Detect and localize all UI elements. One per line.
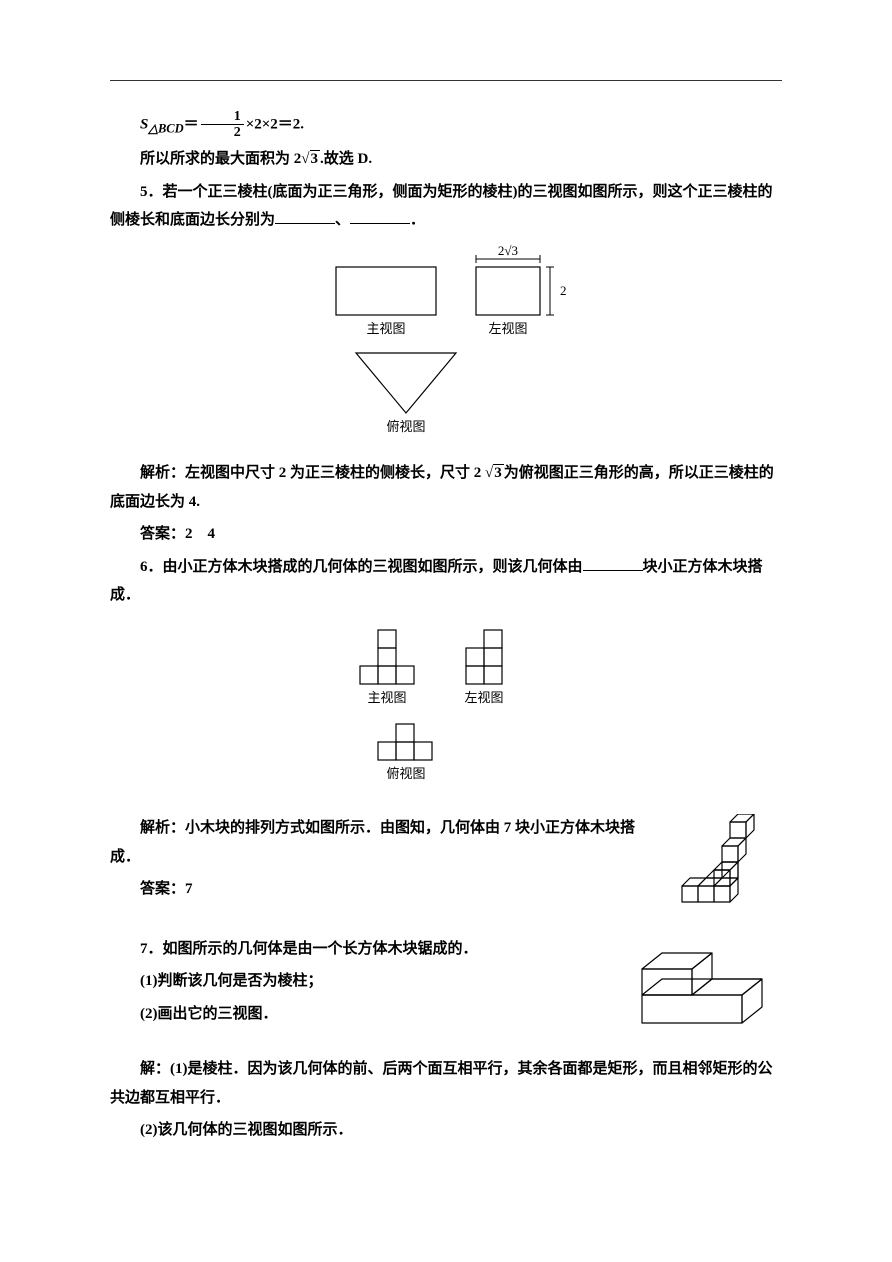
cap-top: 俯视图 [386,419,425,434]
eq1: ＝ [184,116,199,132]
q6-figure: 主视图 左视图 俯视图 [110,620,782,801]
rest1: ×2×2＝2. [246,116,304,132]
q5-figure: 主视图 左视图 2√3 2 俯视图 [110,245,782,446]
q7-solution-1: 解：(1)是棱柱．因为该几何体的前、后两个面互相平行，其余各面都是矩形，而且相邻… [110,1055,782,1112]
blank-1 [275,208,335,224]
top-rule [110,80,782,81]
svg-text:主视图: 主视图 [367,690,406,705]
q5-text: 5．若一个正三棱柱(底面为正三角形，侧面为矩形的棱柱)的三视图如图所示，则这个正… [110,178,782,235]
q5-answer: 答案：2 4 [110,520,782,549]
q7-solution-2: (2)该几何体的三视图如图所示． [110,1116,782,1145]
fraction-half: 12 [201,109,244,141]
cap-left: 左视图 [488,321,527,336]
svg-text:俯视图: 俯视图 [386,766,425,781]
cap-main: 主视图 [366,321,405,336]
formula-line-1: S△BCD＝12×2×2＝2. [110,109,782,141]
q7-iso-figure [632,935,782,1046]
blank-2 [350,208,410,224]
s-sub: △BCD [148,121,183,135]
svg-text:2: 2 [560,283,567,298]
svg-text:2√3: 2√3 [498,245,518,258]
q6-iso-figure [672,814,782,925]
q5-analysis: 解析：左视图中尺寸 2 为正三棱柱的侧棱长，尺寸 2 √3为俯视图正三角形的高，… [110,459,782,516]
q6-text: 6．由小正方体木块搭成的几何体的三视图如图所示，则该几何体由块小正方体木块搭成． [110,553,782,610]
svg-text:左视图: 左视图 [464,690,503,705]
blank-3 [583,555,643,571]
conclusion-line: 所以所求的最大面积为 2√3.故选 D. [110,145,782,174]
